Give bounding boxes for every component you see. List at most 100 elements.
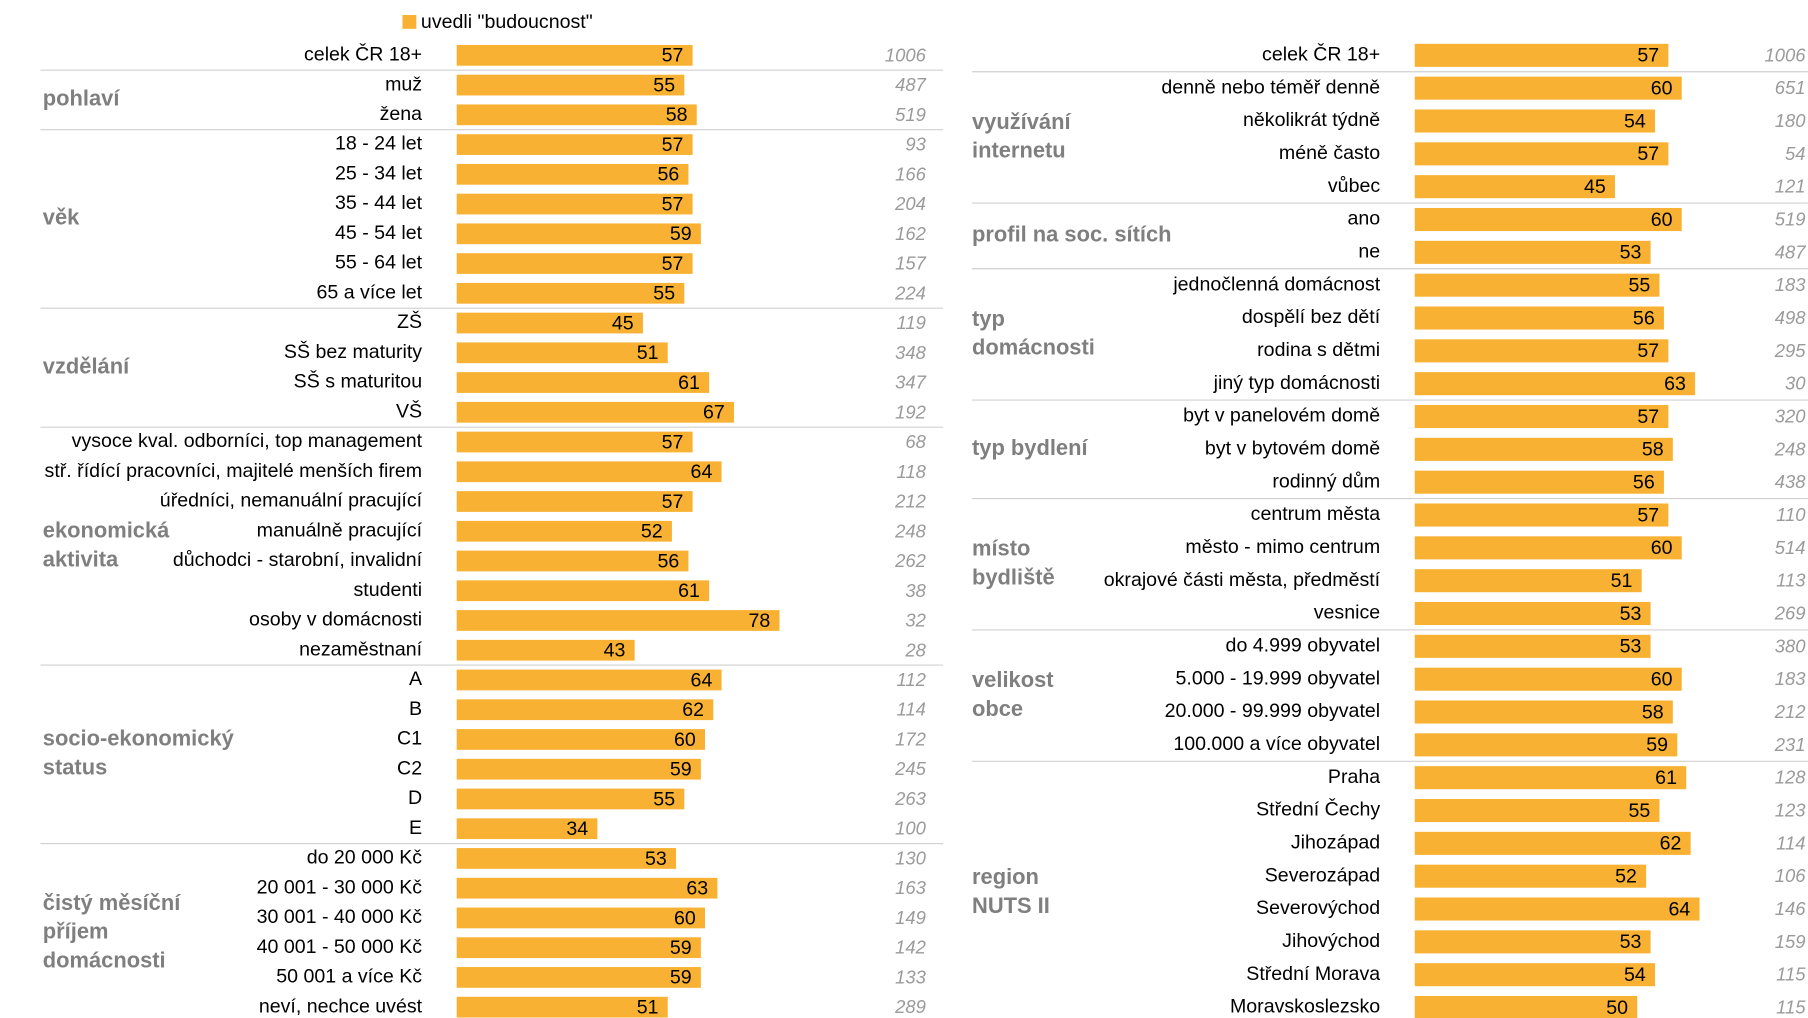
count-label: 519 xyxy=(895,104,926,125)
category-label: celek ČR 18+ xyxy=(1262,43,1380,66)
category-label: vysoce kval. odborníci, top management xyxy=(72,430,423,452)
category-label: do 20 000 Kč xyxy=(307,847,423,869)
value-label: 50 xyxy=(1606,997,1628,1018)
category-label: ne xyxy=(1358,241,1380,263)
category-label: úředníci, nemanuální pracující xyxy=(160,490,423,512)
count-label: 1006 xyxy=(885,44,927,65)
count-label: 149 xyxy=(895,907,926,928)
count-label: 28 xyxy=(904,639,926,660)
category-label: neví, nechce uvést xyxy=(259,995,423,1017)
count-label: 115 xyxy=(1776,964,1806,985)
bar xyxy=(1414,700,1673,724)
value-label: 62 xyxy=(1660,833,1682,855)
category-label: do 4.999 obyvatel xyxy=(1226,635,1381,657)
value-label: 60 xyxy=(1651,77,1673,99)
bar xyxy=(1414,733,1678,757)
value-label: 54 xyxy=(1624,964,1646,986)
bar xyxy=(456,461,722,483)
count-label: 157 xyxy=(895,253,927,274)
bar xyxy=(456,967,701,988)
bar xyxy=(1414,536,1682,560)
value-label: 59 xyxy=(1646,734,1668,756)
value-label: 64 xyxy=(691,461,713,483)
count-label: 519 xyxy=(1775,209,1806,230)
value-label: 60 xyxy=(674,729,696,751)
group-label: typ bydlení xyxy=(972,435,1088,460)
bar xyxy=(456,44,693,66)
value-label: 61 xyxy=(1655,767,1677,789)
value-label: 51 xyxy=(637,996,659,1018)
group-label: pohlaví xyxy=(43,86,121,111)
count-label: 245 xyxy=(894,758,927,779)
count-label: 487 xyxy=(1775,241,1807,262)
category-label: Střední Morava xyxy=(1246,963,1380,985)
value-label: 55 xyxy=(1628,800,1650,822)
count-label: 30 xyxy=(1785,373,1806,394)
value-label: 57 xyxy=(662,491,684,513)
count-label: 380 xyxy=(1775,635,1807,656)
bar xyxy=(1414,798,1660,823)
count-label: 142 xyxy=(895,937,926,958)
value-label: 59 xyxy=(670,967,692,989)
value-label: 60 xyxy=(1651,669,1673,691)
category-label: SŠ s maturitou xyxy=(294,370,422,393)
category-label: jiný typ domácnosti xyxy=(1213,372,1381,394)
category-label: centrum města xyxy=(1251,503,1381,525)
category-label: 40 001 - 50 000 Kč xyxy=(257,936,423,958)
bar xyxy=(456,520,672,542)
value-label: 56 xyxy=(657,164,679,186)
bar xyxy=(1414,437,1673,461)
value-label: 54 xyxy=(1624,110,1646,132)
category-label: B xyxy=(409,698,422,720)
bar xyxy=(1414,897,1700,921)
category-label: nezaměstnaní xyxy=(299,638,423,660)
category-label: Moravskoslezsko xyxy=(1230,996,1380,1018)
count-label: 112 xyxy=(896,669,925,690)
value-label: 57 xyxy=(662,253,684,275)
count-label: 269 xyxy=(1774,603,1806,624)
count-label: 498 xyxy=(1775,307,1807,328)
count-label: 54 xyxy=(1785,143,1806,164)
count-label: 123 xyxy=(1775,800,1807,821)
bar xyxy=(1414,569,1642,593)
count-label: 651 xyxy=(1775,77,1806,98)
category-label: E xyxy=(409,817,422,839)
value-label: 51 xyxy=(1611,570,1633,592)
group-label: domácnosti xyxy=(972,335,1095,360)
count-label: 159 xyxy=(1775,931,1806,952)
value-label: 58 xyxy=(1642,439,1664,461)
category-label: manuálně pracující xyxy=(257,519,423,541)
count-label: 68 xyxy=(905,431,926,452)
count-label: 113 xyxy=(1776,570,1806,591)
bar xyxy=(1414,634,1651,658)
value-label: 57 xyxy=(662,45,684,67)
bar xyxy=(1414,667,1682,691)
value-label: 57 xyxy=(1637,340,1659,362)
count-label: 115 xyxy=(1776,997,1806,1018)
group-label: ekonomická xyxy=(43,517,170,542)
group-label: region xyxy=(972,864,1039,889)
category-label: okrajové části města, předměstí xyxy=(1104,569,1381,591)
bar xyxy=(456,550,689,572)
category-label: ZŠ xyxy=(397,310,422,333)
bar xyxy=(456,848,677,869)
category-label: 100.000 a více obyvatel xyxy=(1173,733,1380,755)
category-label: celek ČR 18+ xyxy=(304,43,422,66)
bar xyxy=(456,193,693,215)
category-label: 25 - 34 let xyxy=(335,162,423,184)
category-label: méně často xyxy=(1279,142,1380,164)
group-label: příjem xyxy=(43,919,109,944)
value-label: 57 xyxy=(662,431,684,453)
count-label: 248 xyxy=(1774,438,1807,459)
group-label: domácnosti xyxy=(43,947,166,972)
group-label: status xyxy=(43,755,107,780)
group-label: aktivita xyxy=(43,546,119,571)
category-label: Praha xyxy=(1328,766,1380,788)
value-label: 55 xyxy=(653,788,675,810)
value-label: 78 xyxy=(749,610,771,632)
value-label: 52 xyxy=(1615,866,1637,888)
count-label: 32 xyxy=(905,610,926,631)
category-label: 20 001 - 30 000 Kč xyxy=(257,876,423,898)
category-label: Střední Čechy xyxy=(1256,798,1380,821)
value-label: 53 xyxy=(1620,931,1642,953)
